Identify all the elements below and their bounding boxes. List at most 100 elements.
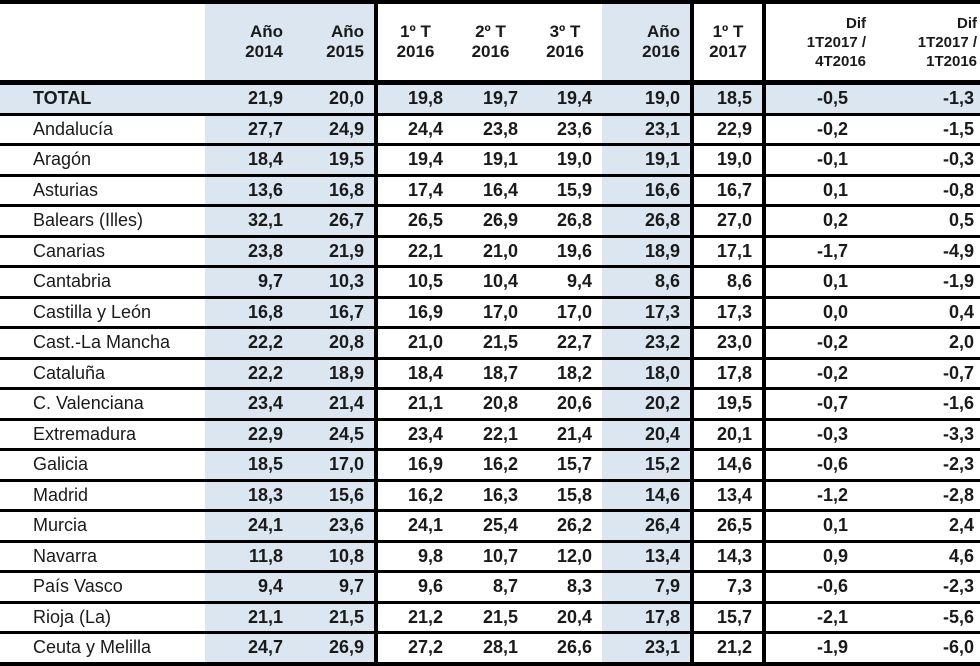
value-dif-1t2017-4t2016: 0,1: [822, 271, 848, 292]
value-3t-2016: 12,0: [556, 545, 592, 566]
value-dif-1t2017-4t2016: -1,2: [816, 484, 848, 505]
region-name: Rioja (La): [33, 606, 112, 627]
value-ano-2014: 32,1: [205, 207, 293, 235]
table-row: C. Valenciana 23,4 21,4 21,1 20,8 20,6 2…: [0, 390, 980, 421]
table-row: Navarra 11,8 10,8 9,8 10,7 12,0 13,4 14,…: [0, 542, 980, 573]
table-row: Extremadura 22,9 24,5 23,4 22,1 21,4 20,…: [0, 420, 980, 451]
value-3t-2016: 15,8: [556, 484, 592, 505]
value-dif-1t2017-4t2016: 0,1: [822, 179, 848, 200]
value-ano-2015: 24,5: [293, 420, 378, 448]
value-dif-1t2017-1t2016: -2,8: [942, 484, 974, 505]
value-2t-2016: 21,0: [482, 240, 518, 261]
value-ano-2016: 15,2: [602, 451, 694, 479]
table-row: Madrid 18,3 15,6 16,2 16,3 15,8 14,6 13,…: [0, 481, 980, 512]
region-name: Madrid: [33, 484, 89, 505]
value-dif-1t2017-1t2016: -3,3: [942, 423, 974, 444]
value-1t-2017: 19,0: [694, 146, 766, 174]
value-3t-2016: 17,0: [556, 301, 592, 322]
table-row: País Vasco 9,4 9,7 9,6 8,7 8,3 7,9 7,3 -…: [0, 573, 980, 604]
value-3t-2016: 23,6: [556, 118, 592, 139]
region-name: Aragón: [33, 149, 92, 170]
value-1t-2016: 21,2: [407, 606, 443, 627]
region-name: C. Valenciana: [33, 393, 144, 414]
value-3t-2016: 15,7: [556, 454, 592, 475]
value-ano-2016: 17,3: [602, 298, 694, 326]
region-name: Cataluña: [33, 362, 106, 383]
col-header-1t-2016: 1º T 2016: [396, 22, 435, 61]
table-row: Ceuta y Melilla 24,7 26,9 27,2 28,1 26,6…: [0, 634, 980, 666]
value-ano-2015: 10,3: [293, 268, 378, 296]
value-3t-2016: 26,8: [556, 210, 592, 231]
table-row: Cataluña 22,2 18,9 18,4 18,7 18,2 18,0 1…: [0, 359, 980, 390]
value-dif-1t2017-1t2016: 4,6: [948, 545, 974, 566]
value-1t-2016: 19,8: [378, 85, 453, 113]
value-1t-2016: 16,2: [407, 484, 443, 505]
value-2t-2016: 17,0: [482, 301, 518, 322]
corner-cell: [0, 4, 205, 80]
value-1t-2017: 17,8: [694, 359, 766, 387]
value-ano-2016: 13,4: [602, 542, 694, 570]
value-ano-2015: 20,8: [293, 329, 378, 357]
value-ano-2015: 20,0: [293, 85, 378, 113]
table-row: Cast.-La Mancha 22,2 20,8 21,0 21,5 22,7…: [0, 329, 980, 360]
value-2t-2016: 16,4: [482, 179, 518, 200]
table-row: Andalucía 27,7 24,9 24,4 23,8 23,6 23,1 …: [0, 115, 980, 146]
value-1t-2016: 9,6: [417, 576, 443, 597]
value-2t-2016: 10,7: [482, 545, 518, 566]
col-header-3t-2016: 3º T 2016: [546, 22, 584, 61]
value-ano-2015: 19,5: [293, 146, 378, 174]
value-1t-2017: 22,9: [694, 115, 766, 143]
value-dif-1t2017-4t2016: 0,2: [822, 210, 848, 231]
value-ano-2015: 26,7: [293, 207, 378, 235]
value-2t-2016: 28,1: [482, 637, 518, 658]
value-3t-2016: 20,4: [556, 606, 592, 627]
value-2t-2016: 16,3: [482, 484, 518, 505]
value-1t-2016: 21,1: [407, 393, 443, 414]
value-1t-2017: 17,1: [694, 237, 766, 265]
value-ano-2015: 10,8: [293, 542, 378, 570]
value-dif-1t2017-4t2016: -2,1: [816, 606, 848, 627]
value-1t-2016: 19,4: [407, 149, 443, 170]
value-ano-2015: 9,7: [293, 573, 378, 601]
value-dif-1t2017-1t2016: -6,0: [942, 637, 974, 658]
value-ano-2016: 18,9: [602, 237, 694, 265]
value-1t-2016: 23,4: [407, 423, 443, 444]
value-1t-2017: 13,4: [694, 481, 766, 509]
value-2t-2016: 19,1: [482, 149, 518, 170]
region-name: Galicia: [33, 454, 89, 475]
value-dif-1t2017-4t2016: -1,7: [816, 240, 848, 261]
value-ano-2016: 23,2: [602, 329, 694, 357]
value-3t-2016: 18,2: [556, 362, 592, 383]
value-2t-2016: 18,7: [482, 362, 518, 383]
value-ano-2014: 22,2: [205, 359, 293, 387]
value-dif-1t2017-1t2016: 2,0: [948, 332, 974, 353]
value-ano-2014: 24,1: [205, 512, 293, 540]
value-ano-2015: 15,6: [293, 481, 378, 509]
value-dif-1t2017-1t2016: -1,9: [942, 271, 974, 292]
value-ano-2015: 23,6: [293, 512, 378, 540]
value-dif-1t2017-4t2016: -0,5: [766, 85, 880, 113]
value-ano-2015: 16,7: [293, 298, 378, 326]
value-1t-2016: 16,9: [407, 301, 443, 322]
value-2t-2016: 23,8: [482, 118, 518, 139]
value-3t-2016: 19,6: [556, 240, 592, 261]
value-2t-2016: 16,2: [482, 454, 518, 475]
value-1t-2017: 20,1: [694, 420, 766, 448]
col-header-1t-2017: 1º T 2017: [694, 4, 766, 80]
value-1t-2017: 26,5: [694, 512, 766, 540]
value-ano-2016: 20,4: [602, 420, 694, 448]
value-ano-2016: 20,2: [602, 390, 694, 418]
value-ano-2014: 18,5: [205, 451, 293, 479]
value-1t-2016: 24,1: [407, 515, 443, 536]
value-1t-2016: 22,1: [407, 240, 443, 261]
value-dif-1t2017-1t2016: 0,4: [948, 301, 974, 322]
region-name: Cantabria: [33, 271, 112, 292]
value-1t-2016: 24,4: [407, 118, 443, 139]
value-3t-2016: 9,4: [566, 271, 592, 292]
value-dif-1t2017-1t2016: -2,3: [942, 454, 974, 475]
value-3t-2016: 20,6: [556, 393, 592, 414]
value-ano-2014: 18,3: [205, 481, 293, 509]
value-ano-2014: 22,9: [205, 420, 293, 448]
value-ano-2014: 13,6: [205, 176, 293, 204]
value-ano-2015: 26,9: [293, 634, 378, 662]
